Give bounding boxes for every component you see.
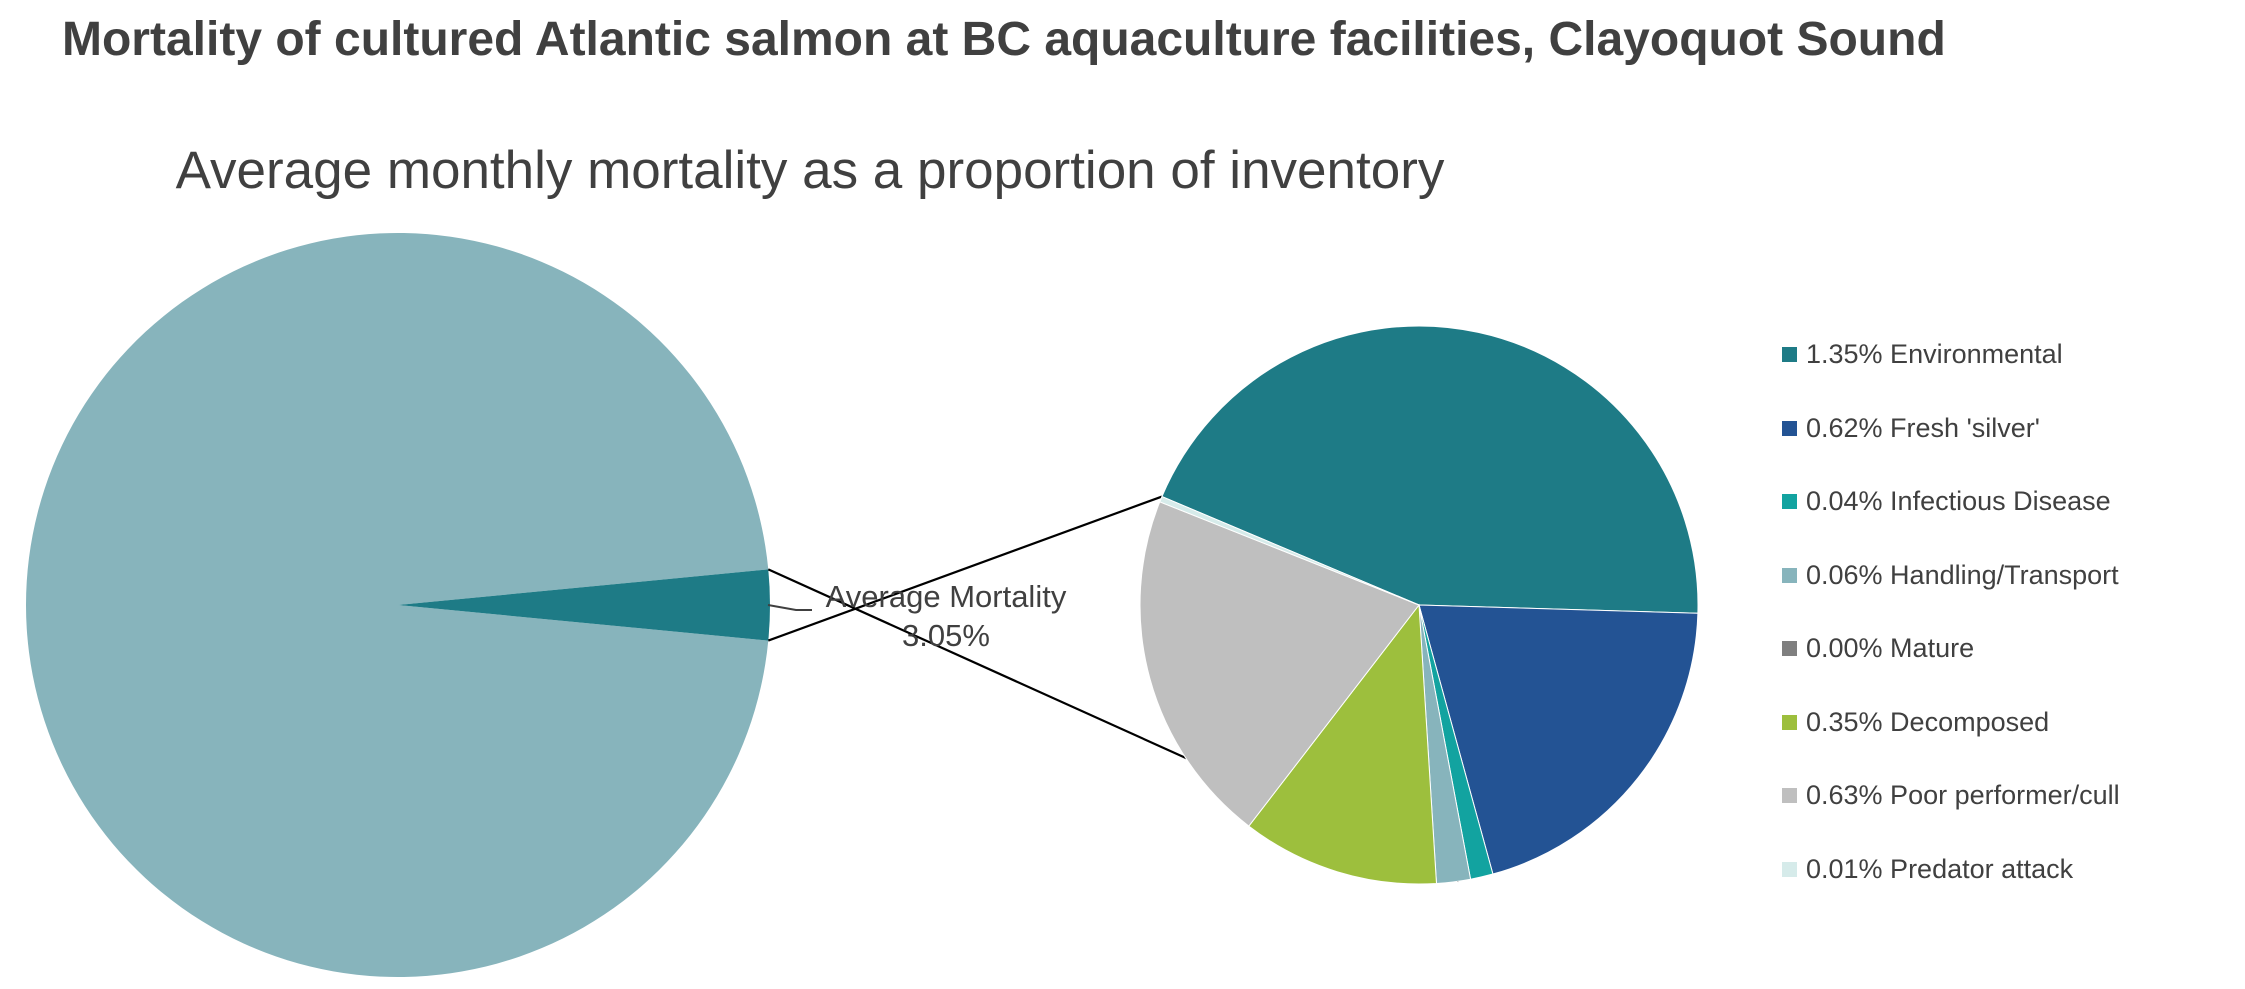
legend-label: 0.62% Fresh 'silver' — [1806, 412, 2040, 443]
connector-bottom — [767, 495, 1163, 642]
legend-swatch — [1782, 420, 1797, 436]
legend-item: 0.62% Fresh 'silver' — [1782, 392, 2120, 466]
main-pie — [25, 233, 770, 978]
main-pie-slice-remainder — [25, 233, 769, 978]
legend-swatch — [1782, 567, 1797, 583]
average-mortality-callout: Average Mortality 3.05% — [767, 579, 1067, 653]
chart-title: Average monthly mortality as a proportio… — [175, 141, 1445, 200]
legend-item: 0.06% Handling/Transport — [1782, 539, 2120, 613]
legend-label: 0.00% Mature — [1806, 633, 1975, 664]
secondary-pie-slice-6 — [1139, 501, 1420, 827]
legend-item: 0.01% Predator attack — [1782, 833, 2120, 907]
legend-label: 0.04% Infectious Disease — [1806, 486, 2111, 517]
legend-item: 1.35% Environmental — [1782, 318, 2120, 392]
legend-label: 0.06% Handling/Transport — [1806, 559, 2119, 590]
secondary-pie-slice-7 — [1159, 495, 1420, 606]
legend-item: 0.35% Decomposed — [1782, 686, 2120, 760]
legend-item: 0.00% Mature — [1782, 612, 2120, 686]
legend-label: 0.01% Predator attack — [1806, 853, 2074, 884]
callout-label: Average Mortality — [826, 579, 1067, 614]
page-title: Mortality of cultured Atlantic salmon at… — [62, 13, 1946, 66]
legend: 1.35% Environmental 0.62% Fresh 'silver' 0… — [1782, 318, 2120, 906]
legend-swatch — [1782, 861, 1797, 877]
legend-label: 1.35% Environmental — [1806, 339, 2063, 370]
secondary-pie — [1139, 325, 1699, 885]
callout-leader-line — [767, 604, 812, 611]
legend-swatch — [1782, 494, 1797, 510]
callout-value: 3.05% — [902, 618, 990, 653]
legend-item: 0.63% Poor performer/cull — [1782, 759, 2120, 833]
secondary-pie-slice-5 — [1248, 603, 1438, 885]
secondary-pie-slice-1 — [1418, 604, 1699, 875]
legend-swatch — [1782, 714, 1797, 730]
legend-label: 0.63% Poor performer/cull — [1806, 780, 2120, 811]
legend-item: 0.04% Infectious Disease — [1782, 465, 2120, 539]
legend-label: 0.35% Decomposed — [1806, 706, 2050, 737]
legend-swatch — [1782, 788, 1797, 804]
legend-swatch — [1782, 641, 1797, 657]
legend-swatch — [1782, 347, 1797, 363]
main-pie-slice-average-mortality — [398, 569, 770, 641]
secondary-pie-slice-0 — [1161, 325, 1699, 614]
